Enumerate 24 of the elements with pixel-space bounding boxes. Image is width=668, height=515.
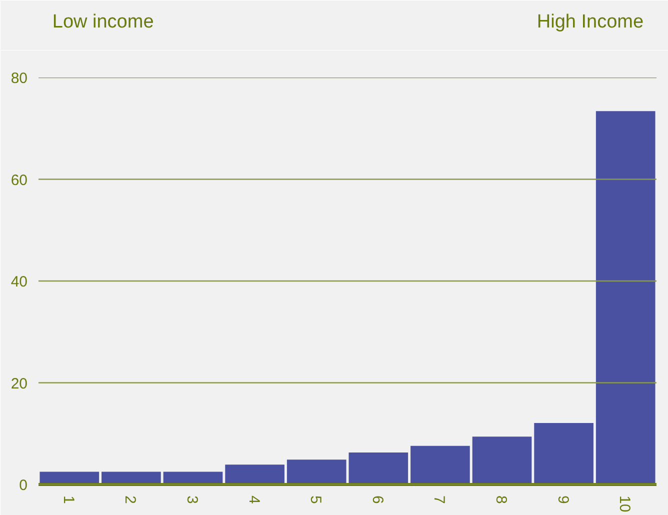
bar — [596, 111, 656, 484]
x-tick-label: 2 — [122, 496, 139, 504]
x-tick-label: 1 — [60, 496, 77, 504]
text: Low income — [52, 12, 154, 32]
text: High Income — [536, 12, 644, 32]
y-tick-label: 20 — [10, 375, 28, 392]
x-tick-label: 5 — [307, 496, 324, 504]
bar — [410, 446, 470, 484]
y-tick-label: 60 — [10, 172, 28, 189]
x-tick-label: 10 — [616, 496, 634, 512]
x-tick-label: 7 — [430, 496, 448, 504]
x-tick-label: 6 — [368, 496, 386, 504]
bar — [225, 464, 284, 484]
bar — [286, 460, 346, 484]
x-tick-label: 4 — [245, 496, 262, 504]
y-tick-label: 40 — [10, 274, 28, 290]
y-tick-label: 0 — [19, 477, 28, 494]
x-tick-label: 8 — [492, 496, 510, 504]
bar — [534, 422, 594, 484]
x-tick-label: 3 — [184, 496, 200, 504]
x-tick-label: 9 — [554, 496, 572, 504]
bar — [472, 436, 532, 484]
bar — [348, 452, 408, 484]
y-tick-label: 80 — [10, 70, 28, 87]
